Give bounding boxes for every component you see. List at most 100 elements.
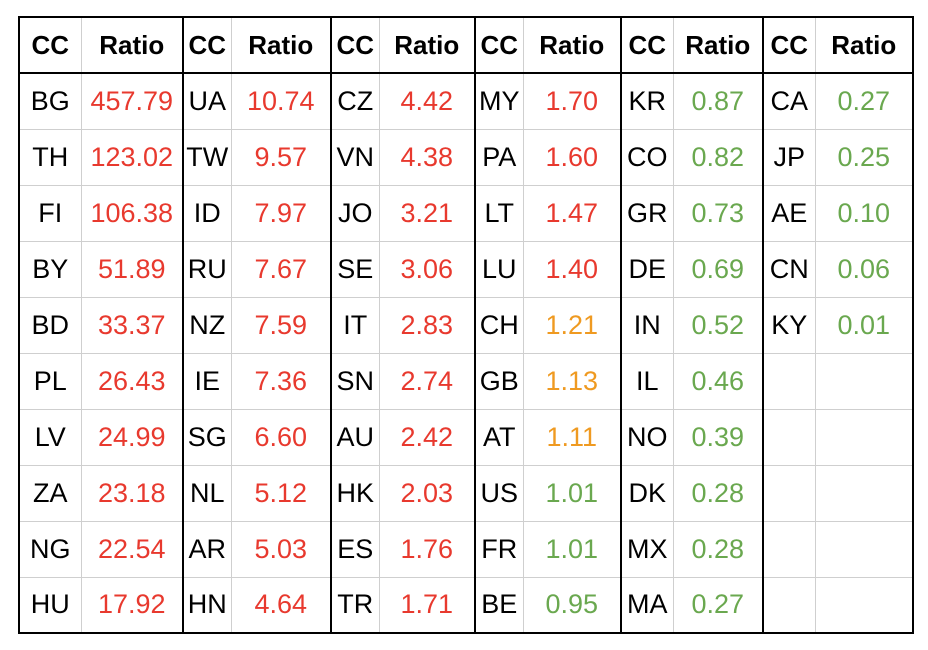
ratio-value-cell: 0.39 bbox=[673, 409, 763, 466]
country-code-cell: GR bbox=[620, 185, 674, 242]
country-code-cell: NL bbox=[182, 465, 232, 522]
ratio-value-cell: 0.87 bbox=[673, 73, 763, 130]
ratio-value-cell: 7.97 bbox=[231, 185, 331, 242]
ratio-value-cell: 24.99 bbox=[81, 409, 183, 466]
ratio-value-cell: 5.12 bbox=[231, 465, 331, 522]
country-code-cell: FI bbox=[18, 185, 82, 242]
country-code-cell: IN bbox=[620, 297, 674, 354]
ratio-value-cell: 1.70 bbox=[523, 73, 621, 130]
country-code-cell: FR bbox=[474, 521, 524, 578]
country-code-cell: HN bbox=[182, 577, 232, 634]
country-code-cell: SG bbox=[182, 409, 232, 466]
country-code-cell: BY bbox=[18, 241, 82, 298]
country-code-cell: NO bbox=[620, 409, 674, 466]
ratio-value-cell: 4.42 bbox=[379, 73, 475, 130]
ratio-value-cell: 0.46 bbox=[673, 353, 763, 410]
ratio-value-cell: 1.71 bbox=[379, 577, 475, 634]
column-header-ratio: Ratio bbox=[81, 16, 183, 74]
country-code-cell: HU bbox=[18, 577, 82, 634]
country-code-cell: HK bbox=[330, 465, 380, 522]
country-ratio-table: CC Ratio CC Ratio CC Ratio CC Ratio CC Ratio CC Rat… bbox=[18, 16, 914, 634]
ratio-value-cell: 106.38 bbox=[81, 185, 183, 242]
ratio-value-cell: 0.82 bbox=[673, 129, 763, 186]
ratio-value-cell: 0.52 bbox=[673, 297, 763, 354]
country-code-cell: SN bbox=[330, 353, 380, 410]
ratio-value-cell: 123.02 bbox=[81, 129, 183, 186]
country-code-cell: TW bbox=[182, 129, 232, 186]
country-code-cell: MY bbox=[474, 73, 524, 130]
ratio-value-cell: 4.38 bbox=[379, 129, 475, 186]
country-code-cell bbox=[762, 465, 816, 522]
ratio-value-cell: 0.69 bbox=[673, 241, 763, 298]
ratio-value-cell: 2.42 bbox=[379, 409, 475, 466]
country-code-cell: RU bbox=[182, 241, 232, 298]
ratio-value-cell: 0.73 bbox=[673, 185, 763, 242]
country-code-cell: UA bbox=[182, 73, 232, 130]
ratio-value-cell: 2.74 bbox=[379, 353, 475, 410]
country-code-cell: LV bbox=[18, 409, 82, 466]
ratio-value-cell: 51.89 bbox=[81, 241, 183, 298]
ratio-value-cell bbox=[815, 521, 914, 578]
ratio-value-cell bbox=[815, 353, 914, 410]
ratio-value-cell: 1.47 bbox=[523, 185, 621, 242]
country-code-cell: TR bbox=[330, 577, 380, 634]
ratio-value-cell: 23.18 bbox=[81, 465, 183, 522]
country-code-cell: CA bbox=[762, 73, 816, 130]
ratio-value-cell: 1.01 bbox=[523, 465, 621, 522]
table-row: BY 51.89 RU 7.67 SE 3.06 LU 1.40 DE 0.69 CN 0.06 bbox=[18, 241, 914, 298]
column-header-ratio: Ratio bbox=[815, 16, 914, 74]
column-header-ratio: Ratio bbox=[673, 16, 763, 74]
country-code-cell: AU bbox=[330, 409, 380, 466]
country-code-cell: BD bbox=[18, 297, 82, 354]
country-code-cell: ZA bbox=[18, 465, 82, 522]
country-code-cell bbox=[762, 353, 816, 410]
country-code-cell: TH bbox=[18, 129, 82, 186]
country-code-cell: LU bbox=[474, 241, 524, 298]
table-row: HU 17.92 HN 4.64 TR 1.71 BE 0.95 MA 0.27 bbox=[18, 577, 914, 634]
country-code-cell: US bbox=[474, 465, 524, 522]
ratio-value-cell: 1.76 bbox=[379, 521, 475, 578]
ratio-value-cell: 0.27 bbox=[815, 73, 914, 130]
ratio-value-cell bbox=[815, 577, 914, 634]
ratio-value-cell: 0.95 bbox=[523, 577, 621, 634]
table-row: NG 22.54 AR 5.03 ES 1.76 FR 1.01 MX 0.28 bbox=[18, 521, 914, 578]
column-header-cc: CC bbox=[182, 16, 232, 74]
ratio-value-cell: 7.59 bbox=[231, 297, 331, 354]
country-code-cell bbox=[762, 577, 816, 634]
country-code-cell: GB bbox=[474, 353, 524, 410]
ratio-value-cell bbox=[815, 409, 914, 466]
country-code-cell: NZ bbox=[182, 297, 232, 354]
country-code-cell: MX bbox=[620, 521, 674, 578]
table-body: BG 457.79 UA 10.74 CZ 4.42 MY 1.70 KR 0.87 CA 0.27 T… bbox=[18, 73, 914, 634]
ratio-value-cell: 457.79 bbox=[81, 73, 183, 130]
table-row: TH 123.02 TW 9.57 VN 4.38 PA 1.60 CO 0.82 JP 0.25 bbox=[18, 129, 914, 186]
country-code-cell: CZ bbox=[330, 73, 380, 130]
ratio-value-cell: 1.60 bbox=[523, 129, 621, 186]
ratio-value-cell bbox=[815, 465, 914, 522]
ratio-value-cell: 7.36 bbox=[231, 353, 331, 410]
ratio-value-cell: 2.03 bbox=[379, 465, 475, 522]
ratio-value-cell: 0.27 bbox=[673, 577, 763, 634]
ratio-value-cell: 26.43 bbox=[81, 353, 183, 410]
ratio-value-cell: 6.60 bbox=[231, 409, 331, 466]
column-header-cc: CC bbox=[474, 16, 524, 74]
column-header-cc: CC bbox=[762, 16, 816, 74]
ratio-value-cell: 1.01 bbox=[523, 521, 621, 578]
table-row: ZA 23.18 NL 5.12 HK 2.03 US 1.01 DK 0.28 bbox=[18, 465, 914, 522]
ratio-value-cell: 1.13 bbox=[523, 353, 621, 410]
country-code-cell: SE bbox=[330, 241, 380, 298]
ratio-value-cell: 4.64 bbox=[231, 577, 331, 634]
country-code-cell: PA bbox=[474, 129, 524, 186]
header-row: CC Ratio CC Ratio CC Ratio CC Ratio CC Ratio CC Rat… bbox=[18, 16, 914, 74]
ratio-value-cell: 1.21 bbox=[523, 297, 621, 354]
country-code-cell: DK bbox=[620, 465, 674, 522]
column-header-ratio: Ratio bbox=[231, 16, 331, 74]
country-code-cell: IT bbox=[330, 297, 380, 354]
country-code-cell: PL bbox=[18, 353, 82, 410]
country-code-cell: KY bbox=[762, 297, 816, 354]
table-row: BG 457.79 UA 10.74 CZ 4.42 MY 1.70 KR 0.87 CA 0.27 bbox=[18, 73, 914, 130]
country-code-cell: BG bbox=[18, 73, 82, 130]
country-code-cell: CH bbox=[474, 297, 524, 354]
column-header-cc: CC bbox=[330, 16, 380, 74]
country-code-cell: MA bbox=[620, 577, 674, 634]
